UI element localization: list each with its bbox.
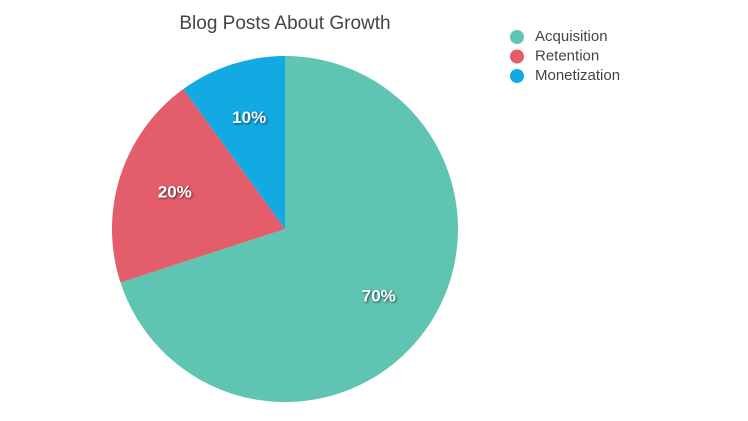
chart-title: Blog Posts About Growth <box>179 13 390 34</box>
legend-label: Retention <box>535 47 599 64</box>
legend-marker <box>510 49 524 64</box>
pie-slice <box>120 56 458 402</box>
legend-label: Monetization <box>535 67 620 84</box>
data-label: 70% <box>362 287 396 306</box>
pie-slice <box>183 56 285 229</box>
data-label: 10% <box>232 108 266 127</box>
data-label: 20% <box>158 183 192 202</box>
legend-marker <box>510 30 524 44</box>
legend-marker <box>510 69 524 83</box>
legend-label: Acquisition <box>535 28 608 45</box>
pie-slice <box>112 89 285 283</box>
